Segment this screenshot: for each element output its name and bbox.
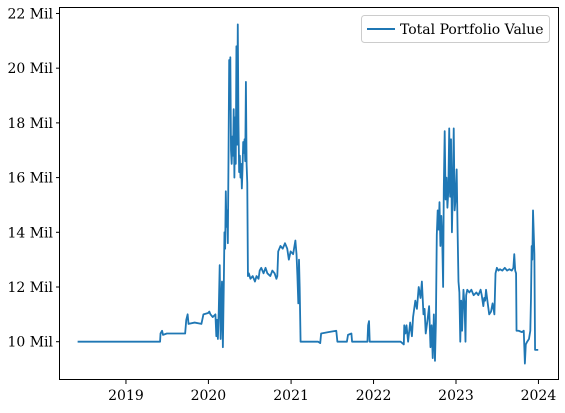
y-tick-label: 22 Mil (7, 6, 53, 22)
y-tick-label: 12 Mil (7, 280, 53, 296)
y-tick-label: 10 Mil (7, 335, 53, 351)
x-axis: 2019 2020 2021 2022 2023 2024 (108, 380, 556, 404)
x-tick-label: 2023 (438, 388, 474, 404)
x-tick-label: 2021 (273, 388, 309, 404)
x-tick-label: 2024 (521, 388, 557, 404)
y-tick-label: 14 Mil (7, 225, 53, 241)
legend-box (361, 15, 550, 43)
series-layer (77, 23, 539, 365)
y-tick-label: 16 Mil (7, 171, 53, 187)
series-line-0 (77, 23, 539, 365)
y-axis: 10 Mil 12 Mil 14 Mil 16 Mil 18 Mil 20 Mil 22 M… (7, 6, 60, 351)
x-tick-label: 2022 (356, 388, 392, 404)
y-tick-label: 18 Mil (7, 116, 53, 132)
x-tick-label: 2019 (108, 388, 144, 404)
y-tick-label: 20 Mil (7, 61, 53, 77)
legend-label-total-portfolio-value: Total Portfolio Value (400, 22, 544, 38)
x-tick-label: 2020 (191, 388, 227, 404)
plot-frame (59, 7, 559, 380)
legend: Total Portfolio Value (361, 15, 550, 43)
